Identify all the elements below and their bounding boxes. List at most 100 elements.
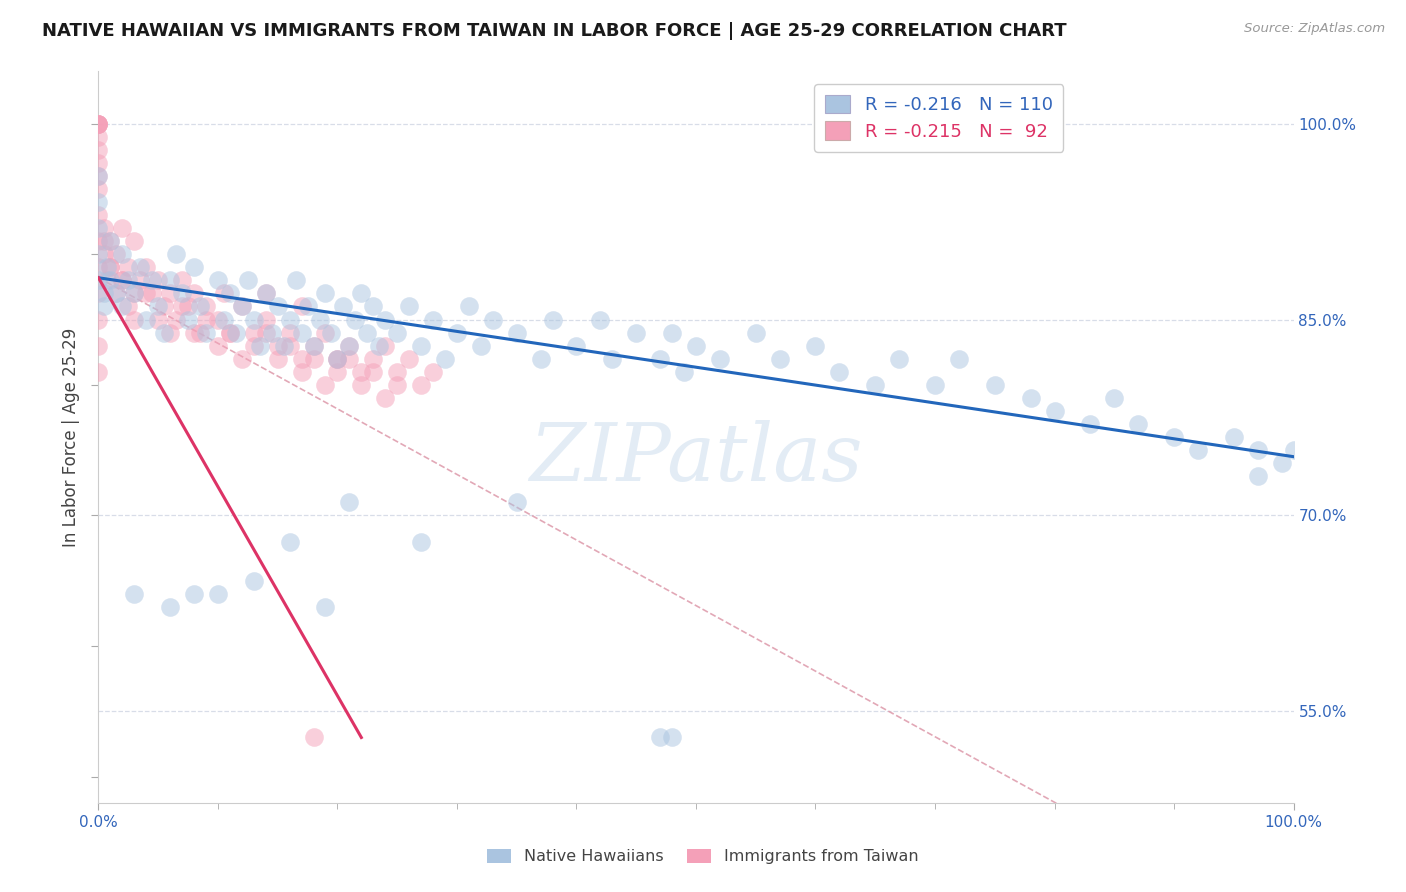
- Point: [398, 300, 420, 314]
- Point: [243, 339, 266, 353]
- Point: [195, 300, 218, 314]
- Point: [236, 273, 259, 287]
- Point: [661, 326, 683, 340]
- Point: [207, 312, 229, 326]
- Point: [326, 351, 349, 366]
- Point: [188, 300, 211, 314]
- Point: [165, 247, 187, 261]
- Point: [87, 182, 110, 196]
- Point: [111, 273, 134, 287]
- Point: [984, 377, 1007, 392]
- Point: [709, 351, 731, 366]
- Point: [254, 286, 277, 301]
- Point: [685, 339, 707, 353]
- Point: [219, 326, 242, 340]
- Point: [481, 312, 505, 326]
- Point: [87, 208, 110, 222]
- Text: NATIVE HAWAIIAN VS IMMIGRANTS FROM TAIWAN IN LABOR FORCE | AGE 25-29 CORRELATION: NATIVE HAWAIIAN VS IMMIGRANTS FROM TAIWA…: [42, 22, 1067, 40]
- Point: [315, 599, 337, 614]
- Point: [105, 286, 128, 301]
- Point: [231, 300, 253, 314]
- Point: [363, 300, 385, 314]
- Point: [172, 286, 194, 301]
- Point: [98, 260, 122, 275]
- Point: [124, 286, 146, 301]
- Point: [159, 286, 181, 301]
- Point: [148, 300, 170, 314]
- Point: [117, 273, 139, 287]
- Point: [249, 339, 271, 353]
- Point: [207, 273, 229, 287]
- Point: [96, 273, 118, 287]
- Point: [87, 156, 110, 170]
- Point: [339, 351, 361, 366]
- Point: [159, 599, 181, 614]
- Point: [153, 326, 176, 340]
- Legend: R = -0.216   N = 110, R = -0.215   N =  92: R = -0.216 N = 110, R = -0.215 N = 92: [814, 84, 1063, 152]
- Point: [159, 326, 181, 340]
- Point: [87, 117, 110, 131]
- Point: [673, 365, 696, 379]
- Text: ZIPatlas: ZIPatlas: [529, 420, 863, 498]
- Point: [1019, 391, 1042, 405]
- Point: [93, 247, 115, 261]
- Point: [183, 326, 205, 340]
- Point: [458, 300, 481, 314]
- Point: [254, 286, 277, 301]
- Point: [297, 300, 319, 314]
- Point: [1043, 404, 1066, 418]
- Point: [385, 365, 409, 379]
- Point: [172, 273, 194, 287]
- Point: [165, 312, 187, 326]
- Point: [363, 351, 385, 366]
- Point: [411, 377, 433, 392]
- Point: [267, 339, 290, 353]
- Point: [141, 273, 163, 287]
- Point: [278, 312, 301, 326]
- Point: [195, 326, 218, 340]
- Point: [225, 326, 247, 340]
- Point: [339, 495, 361, 509]
- Point: [117, 300, 139, 314]
- Point: [1271, 456, 1294, 470]
- Point: [530, 351, 553, 366]
- Point: [87, 117, 110, 131]
- Point: [87, 129, 110, 144]
- Point: [1163, 430, 1185, 444]
- Point: [385, 377, 409, 392]
- Point: [129, 260, 152, 275]
- Point: [212, 286, 235, 301]
- Point: [1128, 417, 1150, 431]
- Point: [87, 117, 110, 131]
- Point: [254, 312, 277, 326]
- Point: [87, 260, 110, 275]
- Point: [195, 312, 218, 326]
- Point: [212, 312, 235, 326]
- Point: [411, 339, 433, 353]
- Point: [273, 339, 295, 353]
- Point: [302, 339, 325, 353]
- Point: [231, 300, 253, 314]
- Point: [267, 300, 290, 314]
- Point: [278, 534, 301, 549]
- Point: [87, 286, 110, 301]
- Point: [291, 326, 314, 340]
- Point: [243, 312, 266, 326]
- Point: [828, 365, 851, 379]
- Point: [219, 286, 242, 301]
- Point: [87, 312, 110, 326]
- Point: [745, 326, 768, 340]
- Point: [260, 326, 283, 340]
- Point: [368, 339, 391, 353]
- Point: [1247, 443, 1270, 458]
- Point: [98, 234, 122, 248]
- Point: [865, 377, 887, 392]
- Point: [87, 169, 110, 183]
- Point: [183, 286, 205, 301]
- Point: [374, 312, 396, 326]
- Point: [339, 339, 361, 353]
- Point: [98, 234, 122, 248]
- Point: [302, 731, 325, 745]
- Point: [135, 312, 157, 326]
- Point: [446, 326, 468, 340]
